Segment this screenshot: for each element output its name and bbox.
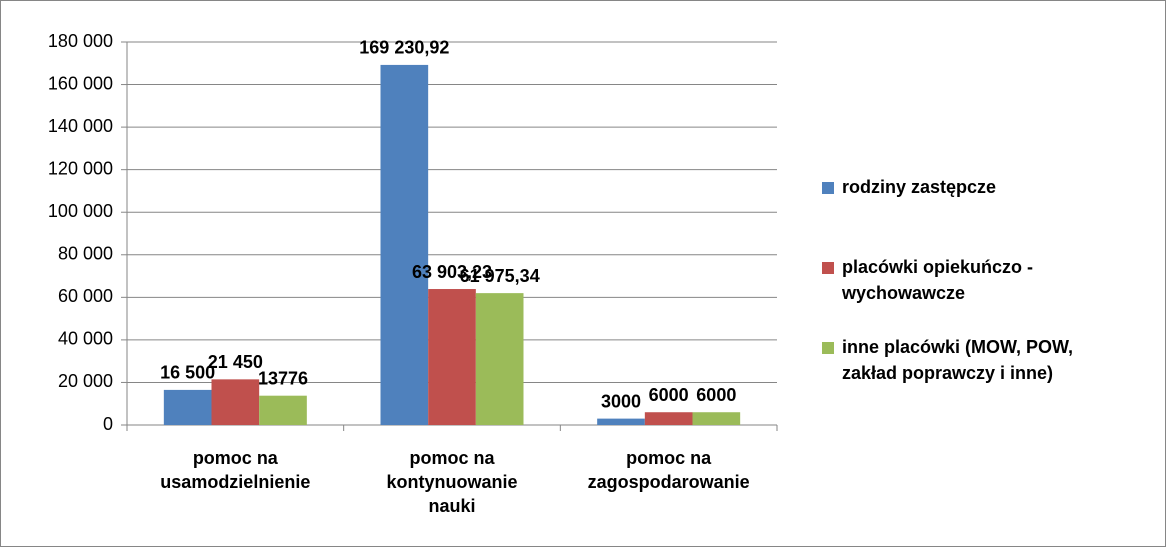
legend-swatch [822,342,834,354]
y-tick-label: 160 000 [48,73,113,93]
data-label: 16 500 [160,363,215,383]
data-label: 63 903,23 [412,262,492,282]
data-label: 3000 [601,391,641,411]
y-tick-label: 180 000 [48,31,113,51]
legend-label: rodziny zastępcze [842,177,996,197]
y-tick-label: 120 000 [48,158,113,178]
data-label: 169 230,92 [359,38,449,58]
bar [380,64,429,425]
y-tick-label: 80 000 [58,244,113,264]
bar [163,389,212,425]
y-tick-label: 0 [103,414,113,434]
legend-swatch [822,262,834,274]
y-tick-label: 40 000 [58,329,113,349]
bar [428,289,476,425]
data-label: 13776 [258,368,308,388]
data-label: 6000 [649,385,689,405]
bar [475,293,524,425]
data-label: 21 450 [208,352,263,372]
bar [597,418,645,425]
bar [692,412,741,425]
x-tick-label: pomoc na zagospodarowanie [588,448,750,492]
data-label: 61 975,34 [460,266,540,286]
y-tick-label: 60 000 [58,286,113,306]
legend-label: inne placówki (MOW, POW, zakład poprawczy… [842,337,1073,383]
x-tick-label: pomoc na kontynuowanie nauki [386,448,517,516]
bar [211,379,260,425]
legend-swatch [822,182,834,194]
y-tick-label: 20 000 [58,371,113,391]
legend-label: placówki opiekuńczo -wychowawcze [841,257,1033,303]
bar [259,395,307,425]
y-tick-label: 100 000 [48,201,113,221]
y-tick-label: 140 000 [48,116,113,136]
x-tick-label: pomoc na usamodzielnienie [160,448,310,492]
bar [644,412,693,425]
data-label: 6000 [696,385,736,405]
